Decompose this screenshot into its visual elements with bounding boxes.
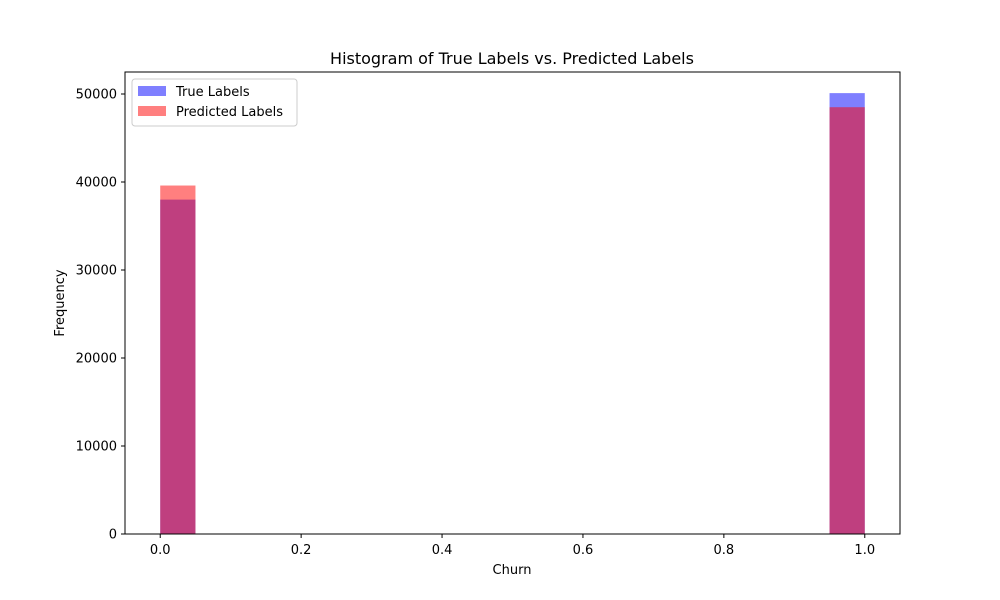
- x-tick-label: 0.4: [432, 543, 453, 558]
- bar-predicted-labels-0: [160, 185, 196, 534]
- x-axis-ticks: 0.0 0.2 0.4 0.6 0.8 1.0: [150, 534, 875, 558]
- legend-label-predicted-labels: Predicted Labels: [176, 105, 283, 120]
- y-tick-label: 10000: [76, 440, 117, 455]
- y-tick-label: 50000: [76, 88, 117, 103]
- y-tick-label: 20000: [76, 352, 117, 367]
- legend-swatch-predicted-labels: [138, 106, 166, 116]
- chart-title: Histogram of True Labels vs. Predicted L…: [330, 49, 694, 68]
- y-tick-label: 30000: [76, 264, 117, 279]
- legend-swatch-true-labels: [138, 86, 166, 96]
- y-axis-label: Frequency: [53, 269, 68, 336]
- x-tick-label: 0.6: [573, 543, 594, 558]
- legend-box: [131, 78, 298, 127]
- plot-area-frame: [124, 71, 901, 535]
- x-tick-label: 0.0: [150, 543, 171, 558]
- y-axis-ticks: 0 10000 20000 30000 40000 50000: [76, 88, 125, 543]
- x-axis-label: Churn: [493, 563, 532, 578]
- x-tick-label: 0.8: [714, 543, 735, 558]
- x-tick-label: 1.0: [854, 543, 875, 558]
- legend-label-true-labels: True Labels: [175, 85, 250, 100]
- x-tick-label: 0.2: [291, 543, 312, 558]
- bars-group: [160, 93, 865, 535]
- y-tick-label: 40000: [76, 176, 117, 191]
- legend: True Labels Predicted Labels: [131, 78, 298, 127]
- y-tick-label: 0: [109, 528, 117, 543]
- bar-predicted-labels-1: [829, 107, 865, 534]
